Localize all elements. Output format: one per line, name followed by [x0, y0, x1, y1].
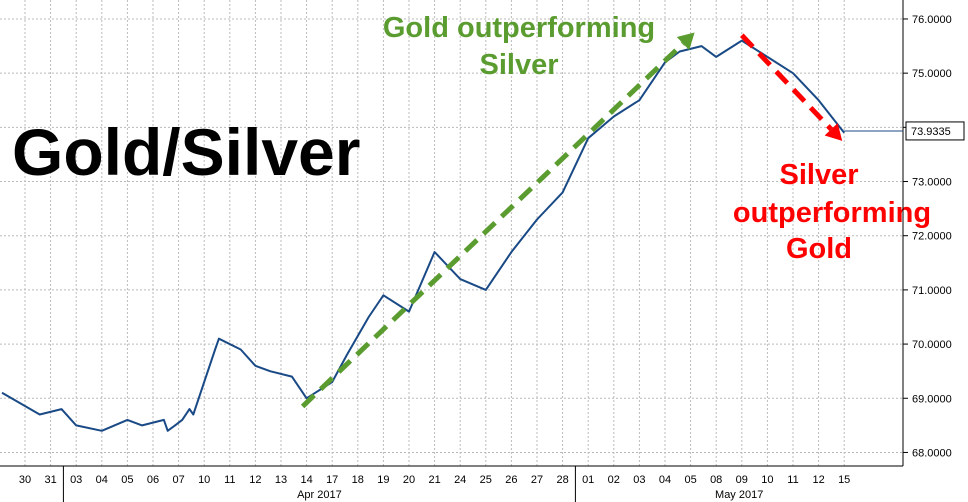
- gold-silver-ratio-line: [1, 39, 845, 432]
- y-tick-label: 70.0000: [912, 339, 952, 351]
- y-tick-label: 68.0000: [912, 447, 952, 459]
- x-tick-label: 27: [531, 474, 543, 486]
- x-tick-label: 21: [428, 474, 440, 486]
- green-trend-arrow-head: [676, 32, 695, 51]
- x-tick-label: 05: [121, 474, 133, 486]
- x-tick-label: 02: [608, 474, 620, 486]
- x-tick-label: 13: [275, 474, 287, 486]
- red-trend-arrow-head: [824, 123, 843, 141]
- x-tick-label: 11: [787, 474, 798, 486]
- annotation-red-line-1: Silver: [780, 159, 859, 191]
- annotation-green-line-2: Silver: [480, 49, 559, 81]
- series-line: [1, 39, 845, 432]
- x-tick-label: 04: [659, 474, 671, 486]
- x-tick-label: 04: [96, 474, 108, 486]
- x-tick-label: 10: [761, 474, 773, 486]
- last-value-label: 73.9335: [911, 126, 951, 138]
- x-tick-label: 14: [300, 474, 312, 486]
- month-label: Apr 2017: [297, 489, 342, 501]
- y-tick-label: 71.0000: [912, 285, 952, 297]
- annotation-green-line-1: Gold outperforming: [383, 12, 655, 44]
- green-trend-arrow-shaft: [300, 41, 685, 409]
- x-tick-label: 08: [710, 474, 722, 486]
- annotation-red-line-3: Gold: [786, 233, 852, 265]
- annotation-red-line-2: outperforming: [733, 197, 931, 229]
- chart-title: Gold/Silver: [12, 115, 360, 189]
- trend-arrows: [300, 32, 843, 409]
- month-label: May 2017: [715, 489, 763, 501]
- x-tick-label: 06: [147, 474, 159, 486]
- x-tick-label: 20: [403, 474, 415, 486]
- x-tick-label: 26: [505, 474, 517, 486]
- y-tick-label: 73.0000: [912, 177, 952, 189]
- x-tick-label: 09: [736, 474, 748, 486]
- red-trend-arrow-shaft: [739, 33, 833, 132]
- x-tick-label: 15: [838, 474, 850, 486]
- x-tick-label: 10: [198, 474, 210, 486]
- x-tick-label: 24: [454, 474, 466, 486]
- x-tick-label: 30: [19, 474, 31, 486]
- x-tick-label: 18: [352, 474, 364, 486]
- x-tick-label: 03: [70, 474, 82, 486]
- x-tick-label: 11: [224, 474, 235, 486]
- y-tick-label: 69.0000: [912, 393, 952, 405]
- y-tick-label: 75.0000: [912, 68, 952, 80]
- x-tick-label: 25: [480, 474, 492, 486]
- x-tick-label: 05: [684, 474, 696, 486]
- x-tick-label: 12: [812, 474, 824, 486]
- x-tick-label: 28: [556, 474, 568, 486]
- x-tick-label: 01: [582, 474, 594, 486]
- y-tick-label: 72.0000: [912, 231, 952, 243]
- y-tick-label: 76.0000: [912, 14, 952, 26]
- last-value-box: [905, 121, 965, 141]
- x-tick-label: 12: [249, 474, 261, 486]
- x-tick-label: 17: [326, 474, 338, 486]
- x-tick-label: 07: [172, 474, 184, 486]
- grid: [0, 0, 903, 466]
- x-tick-label: 03: [633, 474, 645, 486]
- x-tick-label: 31: [44, 474, 56, 486]
- x-tick-label: 19: [377, 474, 389, 486]
